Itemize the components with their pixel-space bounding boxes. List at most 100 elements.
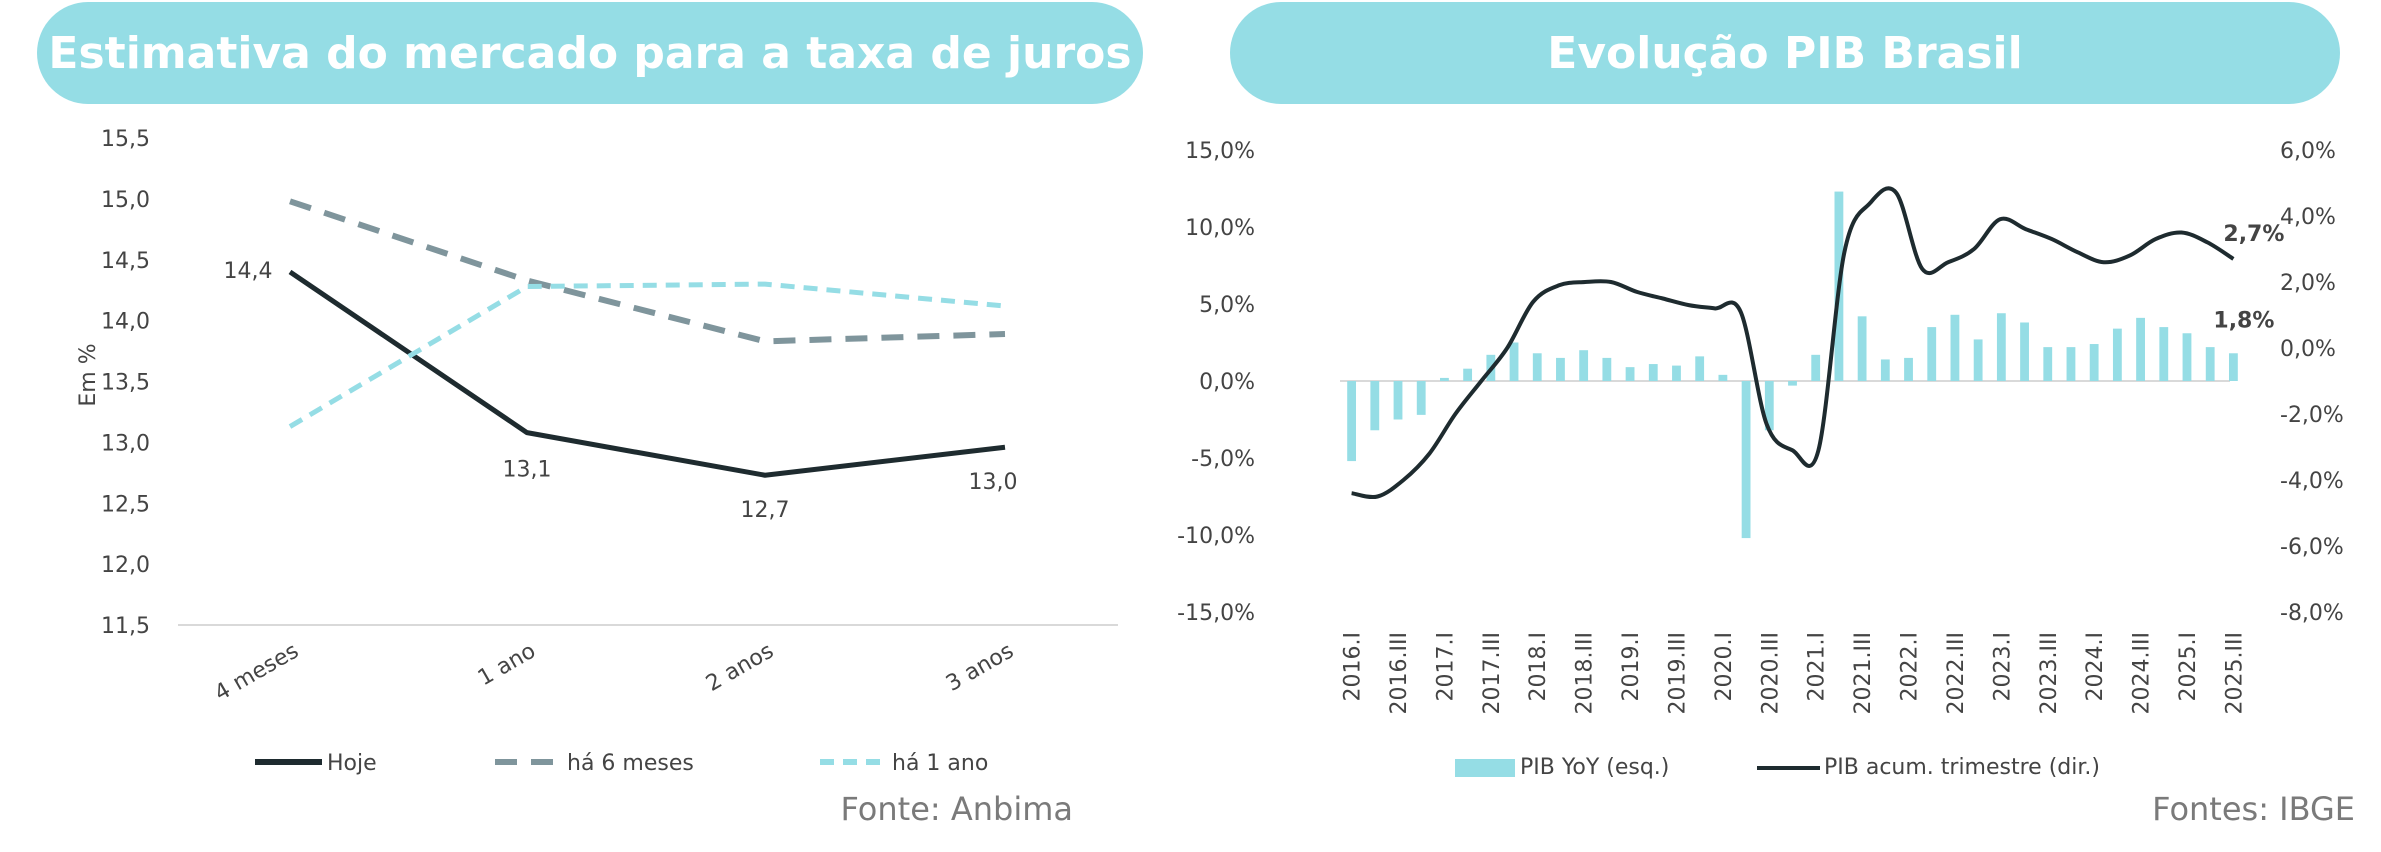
y-tick-label-right: 0,0% [2280, 337, 2336, 362]
bar [1973, 339, 1983, 381]
x-tick-label: 2016.I [1341, 632, 1366, 701]
bar [2020, 322, 2029, 381]
legend-label: há 1 ano [892, 751, 988, 776]
legend-swatch [1455, 759, 1515, 777]
y-tick-label: 14,0 [101, 310, 150, 335]
bar [1648, 364, 1658, 381]
bar [1463, 368, 1473, 381]
bar [1625, 367, 1635, 381]
bar [2159, 327, 2169, 381]
x-tick-label: 2018.I [1526, 632, 1551, 701]
data-label: 13,1 [503, 458, 552, 483]
data-label: 12,7 [741, 498, 790, 523]
bar [1509, 342, 1519, 381]
x-tick-label: 2 anos [702, 639, 778, 697]
y-tick-label: 15,5 [101, 127, 150, 152]
y-tick-label-left: 0,0% [1199, 370, 1255, 395]
bar [1393, 381, 1403, 420]
legend-label: PIB YoY (esq.) [1520, 755, 1669, 780]
x-tick-label: 2021.I [1805, 632, 1830, 701]
data-label: 1,8% [2213, 308, 2274, 333]
right-chart-source: Fontes: IBGE [2152, 790, 2355, 828]
x-tick-label: 2016.III [1387, 632, 1412, 714]
legend-label: PIB acum. trimestre (dir.) [1824, 755, 2100, 780]
data-label: 14,4 [224, 259, 273, 284]
y-tick-label-left: -15,0% [1177, 601, 1255, 626]
bar [2066, 347, 2076, 381]
y-tick-label: 15,0 [101, 188, 150, 213]
bar [1996, 313, 2006, 381]
y-tick-label-right: 6,0% [2280, 139, 2336, 164]
x-tick-label: 2020.III [1758, 632, 1783, 714]
bar [1927, 327, 1937, 381]
series-line [288, 269, 1006, 478]
y-tick-label-right: -8,0% [2280, 601, 2344, 626]
x-tick-label: 2021.III [1851, 632, 1876, 714]
bar [1718, 374, 1728, 381]
x-tick-label: 2019.I [1619, 632, 1644, 701]
bar [1788, 381, 1797, 386]
bar [2228, 353, 2238, 381]
bar [2043, 347, 2053, 381]
y-tick-label-right: 4,0% [2280, 205, 2336, 230]
y-tick-label: 12,0 [101, 553, 150, 578]
bar [1602, 357, 1612, 381]
x-tick-label: 2019.III [1665, 632, 1690, 714]
x-tick-label: 2023.I [1990, 632, 2015, 701]
bar [1741, 381, 1751, 539]
y-tick-label-left: -5,0% [1191, 447, 1255, 472]
x-tick-label: 2020.I [1712, 632, 1737, 701]
right-chart-panel: Evolução PIB Brasil -15,0% -10,0% -5,0% 0,0… [1177, 0, 2381, 852]
x-tick-label: 2017.III [1480, 632, 1505, 714]
bar [1579, 350, 1589, 381]
series-line [1351, 186, 2235, 500]
y-tick-label: 14,5 [101, 249, 150, 274]
bar [1416, 381, 1426, 415]
bar [1370, 381, 1380, 431]
bar [2089, 344, 2099, 381]
x-tick-label: 2024.III [2130, 632, 2155, 714]
y-axis-label: Em % [76, 343, 101, 406]
bar [1811, 354, 1821, 381]
y-tick-label: 12,5 [101, 492, 150, 517]
legend-label: há 6 meses [567, 751, 694, 776]
y-tick-label-left: 5,0% [1199, 293, 1255, 318]
x-tick-label: 1 ano [474, 639, 540, 692]
series-line [289, 198, 1006, 345]
right-chart-title: Evolução PIB Brasil [1230, 2, 2340, 104]
x-tick-label: 2023.III [2037, 632, 2062, 714]
y-tick-label: 13,5 [101, 371, 150, 396]
gdp-combo-chart: -15,0% -10,0% -5,0% 0,0% 5,0% 10,0% 15,0% -8,0%… [1177, 139, 2344, 780]
bar [1695, 356, 1705, 381]
y-tick-label-left: -10,0% [1177, 524, 1255, 549]
bar [1904, 357, 1913, 381]
bar [2182, 333, 2192, 381]
x-tick-label: 2025.III [2222, 632, 2247, 714]
data-label: 2,7% [2223, 222, 2284, 247]
y-tick-label: 11,5 [101, 614, 150, 639]
bar [1347, 381, 1357, 462]
left-chart-title: Estimativa do mercado para a taxa de jur… [37, 2, 1143, 104]
y-tick-label-left: 15,0% [1185, 139, 1255, 164]
y-tick-label-left: 10,0% [1185, 216, 1255, 241]
bar [1672, 365, 1681, 381]
series-line [288, 281, 1006, 429]
data-label: 13,0 [969, 470, 1018, 495]
bar [1440, 377, 1449, 381]
x-tick-label: 2017.I [1433, 632, 1458, 701]
y-tick-label: 13,0 [101, 431, 150, 456]
y-tick-label-right: -6,0% [2280, 535, 2344, 560]
x-tick-label: 2018.III [1573, 632, 1598, 714]
y-tick-label-right: -4,0% [2280, 469, 2344, 494]
left-chart-source: Fonte: Anbima [840, 790, 1073, 828]
left-chart-panel: Estimativa do mercado para a taxa de jur… [0, 0, 1190, 852]
x-tick-label: 2025.I [2176, 632, 2201, 701]
bar [1556, 357, 1565, 381]
x-tick-label: 3 anos [942, 639, 1018, 697]
y-tick-label-right: 2,0% [2280, 271, 2336, 296]
bar [2136, 317, 2145, 381]
bar [1880, 359, 1890, 381]
bar [1532, 353, 1542, 381]
bar [2112, 328, 2122, 381]
bar [1764, 381, 1774, 431]
